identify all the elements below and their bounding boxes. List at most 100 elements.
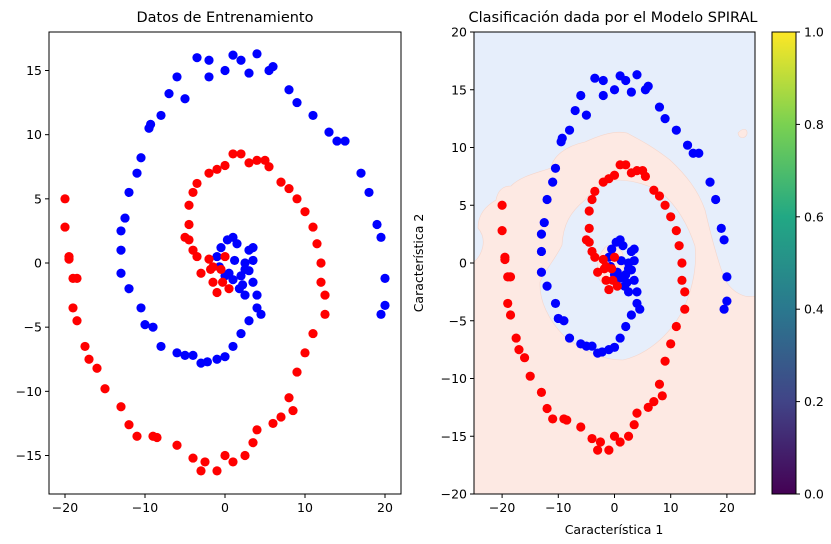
training-point-class-1 bbox=[116, 402, 126, 412]
training-point-class-0 bbox=[156, 341, 166, 352]
training-point-class-1 bbox=[84, 354, 94, 364]
colorbar-tick-label: 1.0 bbox=[804, 25, 824, 40]
classified-point-class-1 bbox=[525, 371, 535, 381]
training-point-class-1 bbox=[312, 239, 322, 249]
training-point-class-1 bbox=[224, 284, 234, 294]
training-point-class-0 bbox=[148, 322, 158, 332]
classified-point-class-1 bbox=[505, 272, 516, 282]
classification-ytick-label: 15 bbox=[451, 82, 467, 97]
training-point-class-0 bbox=[284, 85, 294, 95]
training-point-class-0 bbox=[252, 290, 262, 300]
classified-point-class-0 bbox=[590, 73, 600, 83]
classified-point-class-0 bbox=[626, 310, 636, 320]
training-ytick-label: 10 bbox=[26, 127, 42, 142]
classified-point-class-1 bbox=[657, 391, 667, 401]
training-point-class-1 bbox=[220, 251, 230, 262]
region-class-1-islet bbox=[737, 129, 748, 138]
colorbar-tick-label: 0.6 bbox=[804, 209, 824, 224]
classified-point-class-1 bbox=[680, 304, 690, 314]
classified-point-class-1 bbox=[680, 287, 690, 297]
training-point-class-0 bbox=[248, 243, 258, 253]
classified-point-class-0 bbox=[682, 140, 693, 150]
training-point-class-0 bbox=[146, 119, 156, 129]
training-point-class-0 bbox=[124, 187, 134, 198]
classified-point-class-1 bbox=[536, 387, 547, 397]
classified-point-class-1 bbox=[671, 321, 681, 332]
classified-point-class-1 bbox=[587, 433, 597, 444]
training-point-class-0 bbox=[380, 300, 390, 310]
classified-point-class-1 bbox=[649, 185, 659, 195]
training-point-class-0 bbox=[248, 255, 258, 266]
training-point-class-1 bbox=[184, 200, 194, 210]
training-point-class-1 bbox=[60, 194, 70, 204]
training-point-class-0 bbox=[248, 277, 258, 287]
classified-point-class-0 bbox=[564, 333, 575, 343]
training-point-class-1 bbox=[240, 450, 250, 461]
training-point-class-1 bbox=[292, 194, 302, 204]
colorbar: 0.0 0.2 0.4 0.6 0.8 1.0 bbox=[771, 25, 824, 502]
training-point-class-1 bbox=[308, 328, 318, 339]
training-point-class-1 bbox=[292, 367, 302, 377]
classified-point-class-0 bbox=[609, 85, 620, 95]
training-point-class-0 bbox=[172, 72, 182, 82]
classified-point-class-1 bbox=[593, 267, 603, 277]
training-point-class-0 bbox=[252, 49, 262, 59]
classified-point-class-0 bbox=[564, 125, 575, 135]
classified-point-class-0 bbox=[550, 298, 561, 309]
classified-point-class-0 bbox=[607, 244, 617, 254]
training-point-class-1 bbox=[184, 219, 194, 230]
classified-point-class-1 bbox=[584, 223, 594, 233]
training-point-class-1 bbox=[196, 466, 206, 476]
training-point-class-1 bbox=[252, 155, 262, 165]
classified-point-class-1 bbox=[590, 186, 600, 196]
training-point-class-0 bbox=[220, 352, 230, 362]
training-point-class-0 bbox=[240, 264, 250, 275]
training-point-class-1 bbox=[228, 457, 238, 467]
classified-point-class-1 bbox=[601, 275, 611, 285]
training-point-class-1 bbox=[284, 183, 294, 194]
training-point-class-0 bbox=[222, 235, 232, 245]
y-axis-label: Característica 2 bbox=[411, 214, 426, 313]
classification-ytick-label: −5 bbox=[449, 313, 467, 328]
training-ytick-label: −10 bbox=[16, 384, 42, 399]
classified-point-class-1 bbox=[649, 397, 659, 407]
colorbar-tick-label: 0.2 bbox=[804, 394, 824, 409]
classified-point-class-1 bbox=[677, 275, 687, 285]
training-point-class-1 bbox=[188, 187, 198, 198]
training-point-class-0 bbox=[156, 110, 166, 121]
training-points bbox=[60, 49, 390, 476]
classified-point-class-0 bbox=[576, 339, 586, 349]
training-point-class-1 bbox=[172, 440, 182, 450]
classified-point-class-1 bbox=[677, 258, 687, 268]
classified-point-class-0 bbox=[711, 194, 721, 205]
classified-point-class-0 bbox=[623, 264, 634, 274]
training-point-class-0 bbox=[216, 243, 226, 253]
classified-point-class-0 bbox=[632, 70, 642, 80]
classification-ytick-label: −15 bbox=[441, 429, 467, 444]
classified-point-class-0 bbox=[623, 287, 634, 297]
training-point-class-0 bbox=[230, 255, 240, 266]
colorbar-tick-label: 0.4 bbox=[804, 302, 824, 317]
training-point-class-1 bbox=[132, 431, 142, 441]
classified-point-class-1 bbox=[612, 281, 622, 291]
training-point-class-1 bbox=[252, 425, 262, 435]
training-point-class-0 bbox=[308, 110, 318, 121]
classified-point-class-1 bbox=[500, 254, 510, 265]
classified-point-class-1 bbox=[581, 235, 592, 245]
classification-ytick-label: 20 bbox=[451, 25, 467, 40]
classified-point-class-0 bbox=[553, 313, 563, 324]
training-point-class-0 bbox=[364, 187, 374, 198]
training-point-class-1 bbox=[204, 168, 214, 178]
classified-point-class-0 bbox=[719, 235, 729, 245]
classified-point-class-1 bbox=[519, 353, 530, 363]
training-plot-frame bbox=[48, 31, 402, 495]
classified-point-class-1 bbox=[632, 408, 642, 418]
classified-point-class-1 bbox=[674, 241, 684, 251]
classified-point-class-0 bbox=[598, 75, 608, 86]
training-point-class-1 bbox=[200, 457, 210, 467]
training-point-class-0 bbox=[332, 136, 342, 146]
training-point-class-1 bbox=[208, 277, 218, 287]
training-xtick-label: −20 bbox=[52, 500, 78, 515]
classified-point-class-0 bbox=[621, 321, 631, 332]
classified-point-class-1 bbox=[609, 170, 620, 180]
